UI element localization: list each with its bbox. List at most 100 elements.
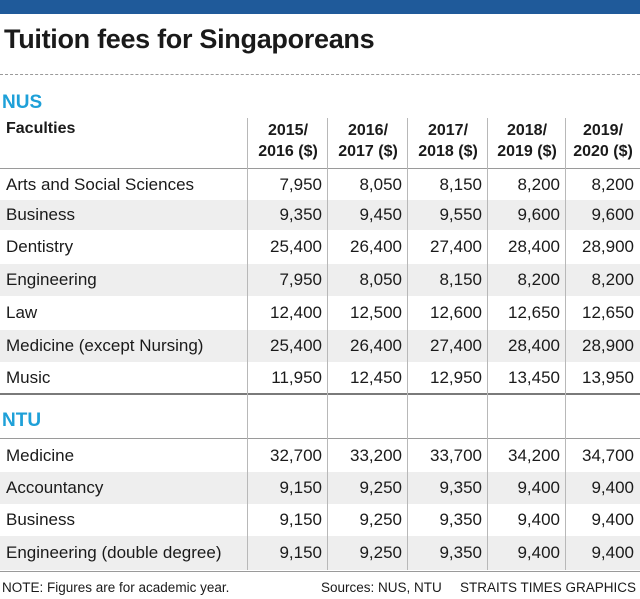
section-heading-nus: NUS bbox=[2, 92, 43, 113]
fee-cell: 9,550 bbox=[439, 205, 482, 224]
table-row: Law 12,400 12,500 12,600 12,650 12,650 bbox=[0, 296, 640, 330]
year-header-2016: 2016/ 2017 ($) bbox=[328, 120, 408, 162]
fee-cell: 33,200 bbox=[350, 445, 402, 465]
table-row: Engineering (double degree) 9,150 9,250 9,3… bbox=[0, 536, 640, 570]
fee-cell: 12,400 bbox=[270, 303, 322, 322]
year-header-line2: 2018 ($) bbox=[418, 143, 478, 160]
fee-cell: 32,700 bbox=[270, 445, 322, 465]
fee-cell: 9,600 bbox=[517, 205, 560, 224]
fee-cell: 8,150 bbox=[439, 174, 482, 194]
fee-cell: 9,400 bbox=[517, 478, 560, 497]
fee-cell: 28,900 bbox=[582, 336, 634, 355]
fee-cell: 8,200 bbox=[591, 270, 634, 289]
fee-cell: 7,950 bbox=[279, 270, 322, 289]
fee-cell: 34,200 bbox=[508, 445, 560, 465]
table-row: Engineering 7,950 8,050 8,150 8,200 8,200 bbox=[0, 264, 640, 296]
fee-cell: 9,400 bbox=[591, 478, 634, 497]
year-header-line1: 2018/ bbox=[506, 122, 548, 139]
table-row: Business 9,150 9,250 9,350 9,400 9,400 bbox=[0, 504, 640, 536]
faculty-name: Dentistry bbox=[6, 237, 74, 256]
year-header-line1: 2016/ bbox=[347, 122, 389, 139]
table-row: Medicine 32,700 33,200 33,700 34,200 34,700 bbox=[0, 439, 640, 472]
fee-cell: 9,450 bbox=[359, 205, 402, 224]
faculty-name: Engineering bbox=[6, 270, 97, 289]
fee-cell: 9,250 bbox=[359, 510, 402, 529]
section-heading-ntu: NTU bbox=[2, 410, 42, 431]
year-header-line1: 2019/ bbox=[582, 122, 624, 139]
faculty-name: Business bbox=[6, 510, 75, 529]
fee-cell: 12,950 bbox=[430, 368, 482, 387]
year-header-line2: 2019 ($) bbox=[497, 143, 557, 160]
fee-cell: 8,150 bbox=[439, 270, 482, 289]
faculties-column-header: Faculties bbox=[6, 120, 76, 137]
table-row: Accountancy 9,150 9,250 9,350 9,400 9,400 bbox=[0, 472, 640, 504]
fee-cell: 9,150 bbox=[279, 478, 322, 497]
fee-cell: 9,400 bbox=[591, 543, 634, 562]
top-color-bar bbox=[0, 0, 640, 14]
year-header-line2: 2017 ($) bbox=[338, 143, 398, 160]
fee-cell: 7,950 bbox=[279, 174, 322, 194]
footnote: NOTE: Figures are for academic year. bbox=[2, 580, 230, 595]
column-rule bbox=[407, 118, 408, 570]
fee-cell: 9,350 bbox=[439, 543, 482, 562]
year-header-2019: 2019/ 2020 ($) bbox=[566, 120, 640, 162]
page-title: Tuition fees for Singaporeans bbox=[4, 24, 375, 54]
table-row: Medicine (except Nursing) 25,400 26,400 27,… bbox=[0, 330, 640, 362]
fee-cell: 12,650 bbox=[582, 303, 634, 322]
fee-cell: 8,050 bbox=[359, 174, 402, 194]
fee-cell: 9,150 bbox=[279, 510, 322, 529]
table-row: Dentistry 25,400 26,400 27,400 28,400 28,900 bbox=[0, 230, 640, 264]
fee-cell: 8,200 bbox=[517, 270, 560, 289]
fee-cell: 28,400 bbox=[508, 237, 560, 256]
fee-cell: 12,450 bbox=[350, 368, 402, 387]
year-header-2018: 2018/ 2019 ($) bbox=[488, 120, 566, 162]
fee-cell: 9,250 bbox=[359, 543, 402, 562]
fee-cell: 11,950 bbox=[271, 368, 322, 387]
year-header-2017: 2017/ 2018 ($) bbox=[408, 120, 488, 162]
section-divider bbox=[0, 393, 640, 395]
fee-cell: 27,400 bbox=[430, 237, 482, 256]
fee-cell: 8,200 bbox=[517, 174, 560, 194]
fee-cell: 9,400 bbox=[517, 510, 560, 529]
year-header-line1: 2015/ bbox=[267, 122, 309, 139]
fee-cell: 27,400 bbox=[430, 336, 482, 355]
fee-cell: 13,450 bbox=[508, 368, 560, 387]
fee-cell: 25,400 bbox=[270, 336, 322, 355]
fee-cell: 9,350 bbox=[439, 510, 482, 529]
faculty-name: Engineering (double degree) bbox=[6, 543, 222, 562]
fee-cell: 12,650 bbox=[508, 303, 560, 322]
faculty-name: Law bbox=[6, 303, 38, 322]
fee-cell: 9,400 bbox=[517, 543, 560, 562]
fee-cell: 9,400 bbox=[591, 510, 634, 529]
fee-cell: 13,950 bbox=[582, 368, 634, 387]
fee-cell: 25,400 bbox=[270, 237, 322, 256]
ntu-header-divider bbox=[0, 438, 640, 439]
table-row: Business 9,350 9,450 9,550 9,600 9,600 bbox=[0, 200, 640, 230]
table-row: Music 11,950 12,450 12,950 13,450 13,950 bbox=[0, 362, 640, 394]
year-header-line2: 2020 ($) bbox=[573, 143, 633, 160]
fee-cell: 34,700 bbox=[582, 445, 634, 465]
fee-cell: 9,150 bbox=[279, 543, 322, 562]
title-divider bbox=[0, 74, 640, 75]
graphics-credit: STRAITS TIMES GRAPHICS bbox=[460, 580, 637, 595]
fee-cell: 9,350 bbox=[279, 205, 322, 224]
fee-cell: 26,400 bbox=[350, 237, 402, 256]
faculty-name: Music bbox=[6, 368, 51, 387]
sources-credit: Sources: NUS, NTU bbox=[321, 580, 442, 595]
year-header-2015: 2015/ 2016 ($) bbox=[248, 120, 328, 162]
column-rule bbox=[565, 118, 566, 570]
fee-cell: 8,200 bbox=[591, 174, 634, 194]
table-bottom-rule bbox=[0, 571, 640, 572]
year-header-line1: 2017/ bbox=[427, 122, 469, 139]
fee-cell: 12,500 bbox=[350, 303, 402, 322]
fee-cell: 28,900 bbox=[582, 237, 634, 256]
column-rule bbox=[247, 118, 248, 570]
fee-cell: 9,350 bbox=[439, 478, 482, 497]
faculty-name: Business bbox=[6, 205, 75, 224]
fee-cell: 33,700 bbox=[430, 445, 482, 465]
fee-cell: 28,400 bbox=[508, 336, 560, 355]
fee-cell: 9,600 bbox=[591, 205, 634, 224]
fee-cell: 26,400 bbox=[350, 336, 402, 355]
faculty-name: Medicine bbox=[6, 445, 75, 465]
year-header-line2: 2016 ($) bbox=[258, 143, 318, 160]
